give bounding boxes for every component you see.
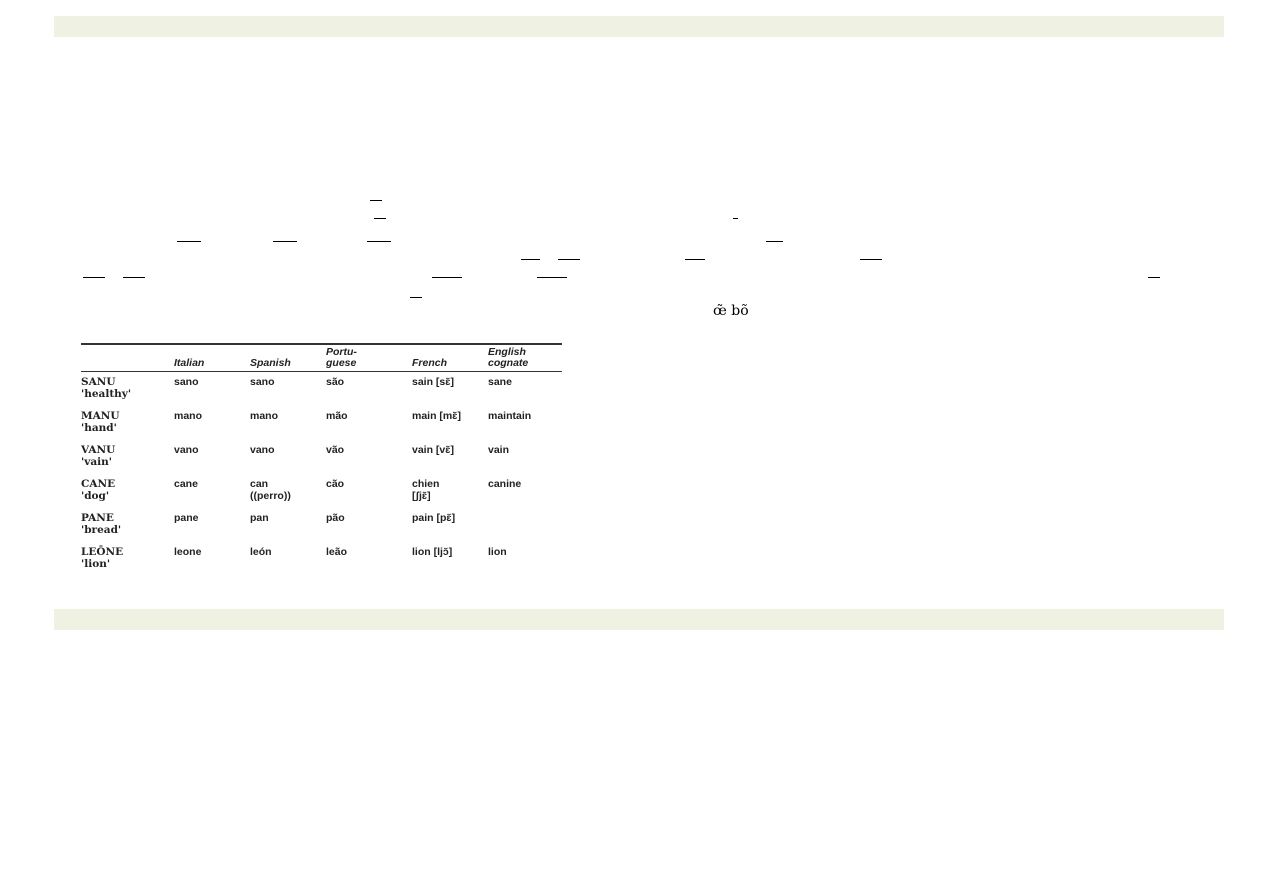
column-header: Portu- guese <box>326 344 412 372</box>
table-cell: vano <box>250 444 275 456</box>
table-row: VANU'vain' vano vano vão vain [vɛ̃] vain <box>81 440 562 474</box>
table-cell: pão <box>326 512 345 524</box>
overline-mark <box>1148 277 1160 278</box>
etymon-cell: PANE'bread' <box>81 508 174 542</box>
gloss: 'lion' <box>81 558 111 570</box>
table-cell: mano <box>174 410 203 422</box>
table-cell: sano <box>174 376 199 388</box>
table-cell: maintain <box>488 410 532 422</box>
table-cell: chien [ʃjɛ̃] <box>412 478 440 502</box>
column-header: English cognate <box>488 344 562 372</box>
table-cell: são <box>326 376 345 388</box>
table-cell: vain [vɛ̃] <box>412 444 454 456</box>
table-cell: sane <box>488 376 512 388</box>
latin-word: LEŌNE <box>81 546 124 558</box>
overline-mark <box>685 259 705 260</box>
table-cell: sain [sɛ̃] <box>412 376 454 388</box>
table-cell: canine <box>488 478 522 490</box>
etymon-cell: CANE'dog' <box>81 474 174 508</box>
overline-mark <box>733 218 738 219</box>
table-cell: lion [ljɔ̃] <box>412 546 453 558</box>
table-cell: leão <box>326 546 348 558</box>
text-fragment: œ̃ bõ <box>713 303 749 319</box>
table-cell: can ((perro)) <box>250 478 291 502</box>
overline-mark <box>83 277 105 278</box>
gloss: 'hand' <box>81 422 117 434</box>
overline-mark <box>367 241 391 242</box>
table-row: LEŌNE'lion' leone león leão lion [ljɔ̃] lion <box>81 542 562 576</box>
overline-mark <box>766 241 783 242</box>
table-cell: mão <box>326 410 348 422</box>
overline-mark <box>860 259 882 260</box>
bottom-banner <box>54 609 1224 630</box>
overline-mark <box>374 218 386 219</box>
column-header: French <box>412 344 488 372</box>
table-row: SANU'healthy' sano sano são sain [sɛ̃] sane <box>81 372 562 407</box>
table-cell <box>488 508 562 542</box>
gloss: 'dog' <box>81 490 110 502</box>
column-header <box>81 344 174 372</box>
latin-word: SANU <box>81 376 116 388</box>
table-cell: cane <box>174 478 198 490</box>
table-cell: pane <box>174 512 199 524</box>
table-cell: mano <box>250 410 279 422</box>
overline-mark <box>273 241 297 242</box>
table-cell: cão <box>326 478 345 490</box>
top-banner <box>54 16 1224 37</box>
overline-mark <box>537 277 567 278</box>
latin-word: PANE <box>81 512 114 524</box>
etymon-cell: LEŌNE'lion' <box>81 542 174 576</box>
overline-mark <box>123 277 145 278</box>
table-cell: vão <box>326 444 345 456</box>
overline-mark <box>177 241 201 242</box>
table-row: PANE'bread' pane pan pão pain [pɛ̃] <box>81 508 562 542</box>
overline-mark <box>558 259 580 260</box>
gloss: 'vain' <box>81 456 112 468</box>
table-cell: sano <box>250 376 275 388</box>
table-row: CANE'dog' cane can ((perro)) cão chien [ʃjɛ̃… <box>81 474 562 508</box>
overline-mark <box>521 259 540 260</box>
overline-mark <box>432 277 462 278</box>
table-row: MANU'hand' mano mano mão main [mɛ̃] maintain <box>81 406 562 440</box>
latin-word: VANU <box>81 444 116 456</box>
column-header: Spanish <box>250 344 326 372</box>
latin-word: CANE <box>81 478 116 490</box>
table-cell: pan <box>250 512 269 524</box>
gloss: 'healthy' <box>81 388 132 400</box>
overline-mark <box>410 297 422 298</box>
table-cell: vano <box>174 444 199 456</box>
cognate-table: Italian Spanish Portu- guese French English … <box>81 343 562 576</box>
table-cell: main [mɛ̃] <box>412 410 461 422</box>
table-cell: lion <box>488 546 507 558</box>
etymon-cell: VANU'vain' <box>81 440 174 474</box>
table-cell: león <box>250 546 272 558</box>
overline-mark <box>370 200 382 201</box>
table-cell: vain <box>488 444 510 456</box>
gloss: 'bread' <box>81 524 122 536</box>
table-cell: pain [pɛ̃] <box>412 512 456 524</box>
etymon-cell: MANU'hand' <box>81 406 174 440</box>
table-cell: leone <box>174 546 202 558</box>
latin-word: MANU <box>81 410 120 422</box>
etymon-cell: SANU'healthy' <box>81 372 174 407</box>
column-header: Italian <box>174 344 250 372</box>
